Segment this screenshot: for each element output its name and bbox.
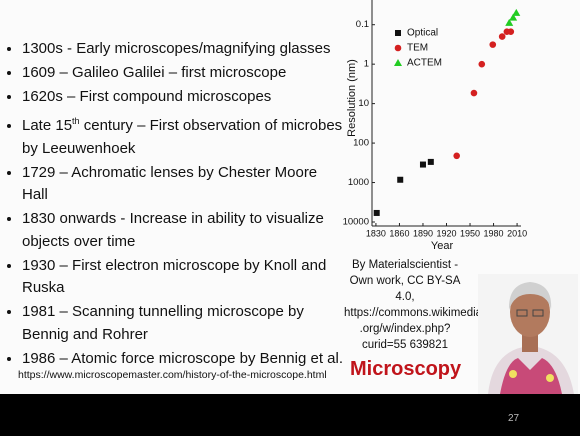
image-credit: By Materialscientist - Own work, CC BY-S… — [344, 257, 466, 353]
y-tick-label: 1000 — [348, 177, 369, 188]
y-tick-label: 10000 — [343, 217, 369, 228]
x-tick-label: 1860 — [389, 228, 409, 238]
data-point — [499, 33, 506, 40]
data-point — [471, 90, 478, 97]
bullet: 1986 – Atomic force microscope by Bennig… — [22, 348, 344, 371]
y-axis-label: Resolution (nm) — [346, 59, 358, 137]
bullet-part: th — [72, 116, 80, 126]
data-point — [512, 9, 520, 16]
x-tick-label: 1980 — [484, 228, 504, 238]
y-tick-label: 100 — [353, 138, 369, 149]
y-tick-label: 10 — [358, 98, 369, 109]
bullet: 1981 – Scanning tunnelling microscope by… — [22, 301, 344, 346]
data-point — [420, 162, 426, 168]
data-point — [478, 61, 485, 68]
data-point — [489, 41, 496, 48]
legend-label: TEM — [407, 43, 428, 54]
bullet: 1620s – First compound microscopes — [22, 86, 344, 109]
data-point — [397, 177, 403, 183]
x-tick-label: 1830 — [366, 228, 386, 238]
bullet-part: Late 15 — [22, 117, 72, 134]
legend-label: Optical — [407, 28, 438, 39]
x-tick-label: 1950 — [460, 228, 480, 238]
page-number: 27 — [508, 413, 519, 424]
data-point — [508, 28, 515, 35]
data-point — [428, 159, 434, 165]
legend-marker — [394, 59, 402, 66]
y-tick-label: 1 — [364, 59, 369, 70]
source-url: https://www.microscopemaster.com/history… — [18, 369, 327, 381]
data-point — [374, 210, 380, 216]
data-point — [453, 152, 460, 159]
bullet: Late 15th century – First observation of… — [22, 110, 344, 160]
legend-marker — [395, 30, 401, 36]
x-tick-label: 1920 — [436, 228, 456, 238]
bullet: 1930 – First electron microscope by Knol… — [22, 255, 344, 300]
page: 1300s - Early microscopes/magnifying gla… — [0, 0, 580, 436]
bullet: 1830 onwards - Increase in ability to vi… — [22, 208, 344, 253]
x-axis-label: Year — [431, 240, 454, 252]
bullet-list: 1300s - Early microscopes/magnifying gla… — [8, 38, 344, 372]
x-tick-label: 1890 — [413, 228, 433, 238]
bullet: 1300s - Early microscopes/magnifying gla… — [22, 38, 344, 61]
legend-marker — [395, 45, 402, 52]
bullet: 1729 – Achromatic lenses by Chester Moor… — [22, 162, 344, 207]
slide-heading: Microscopy — [350, 358, 461, 381]
bullet: 1609 – Galileo Galilei – first microscop… — [22, 62, 344, 85]
legend-label: ACTEM — [407, 58, 442, 69]
x-tick-label: 2010 — [507, 228, 527, 238]
y-tick-label: 0.1 — [356, 19, 369, 30]
speaker-photo — [478, 274, 578, 394]
